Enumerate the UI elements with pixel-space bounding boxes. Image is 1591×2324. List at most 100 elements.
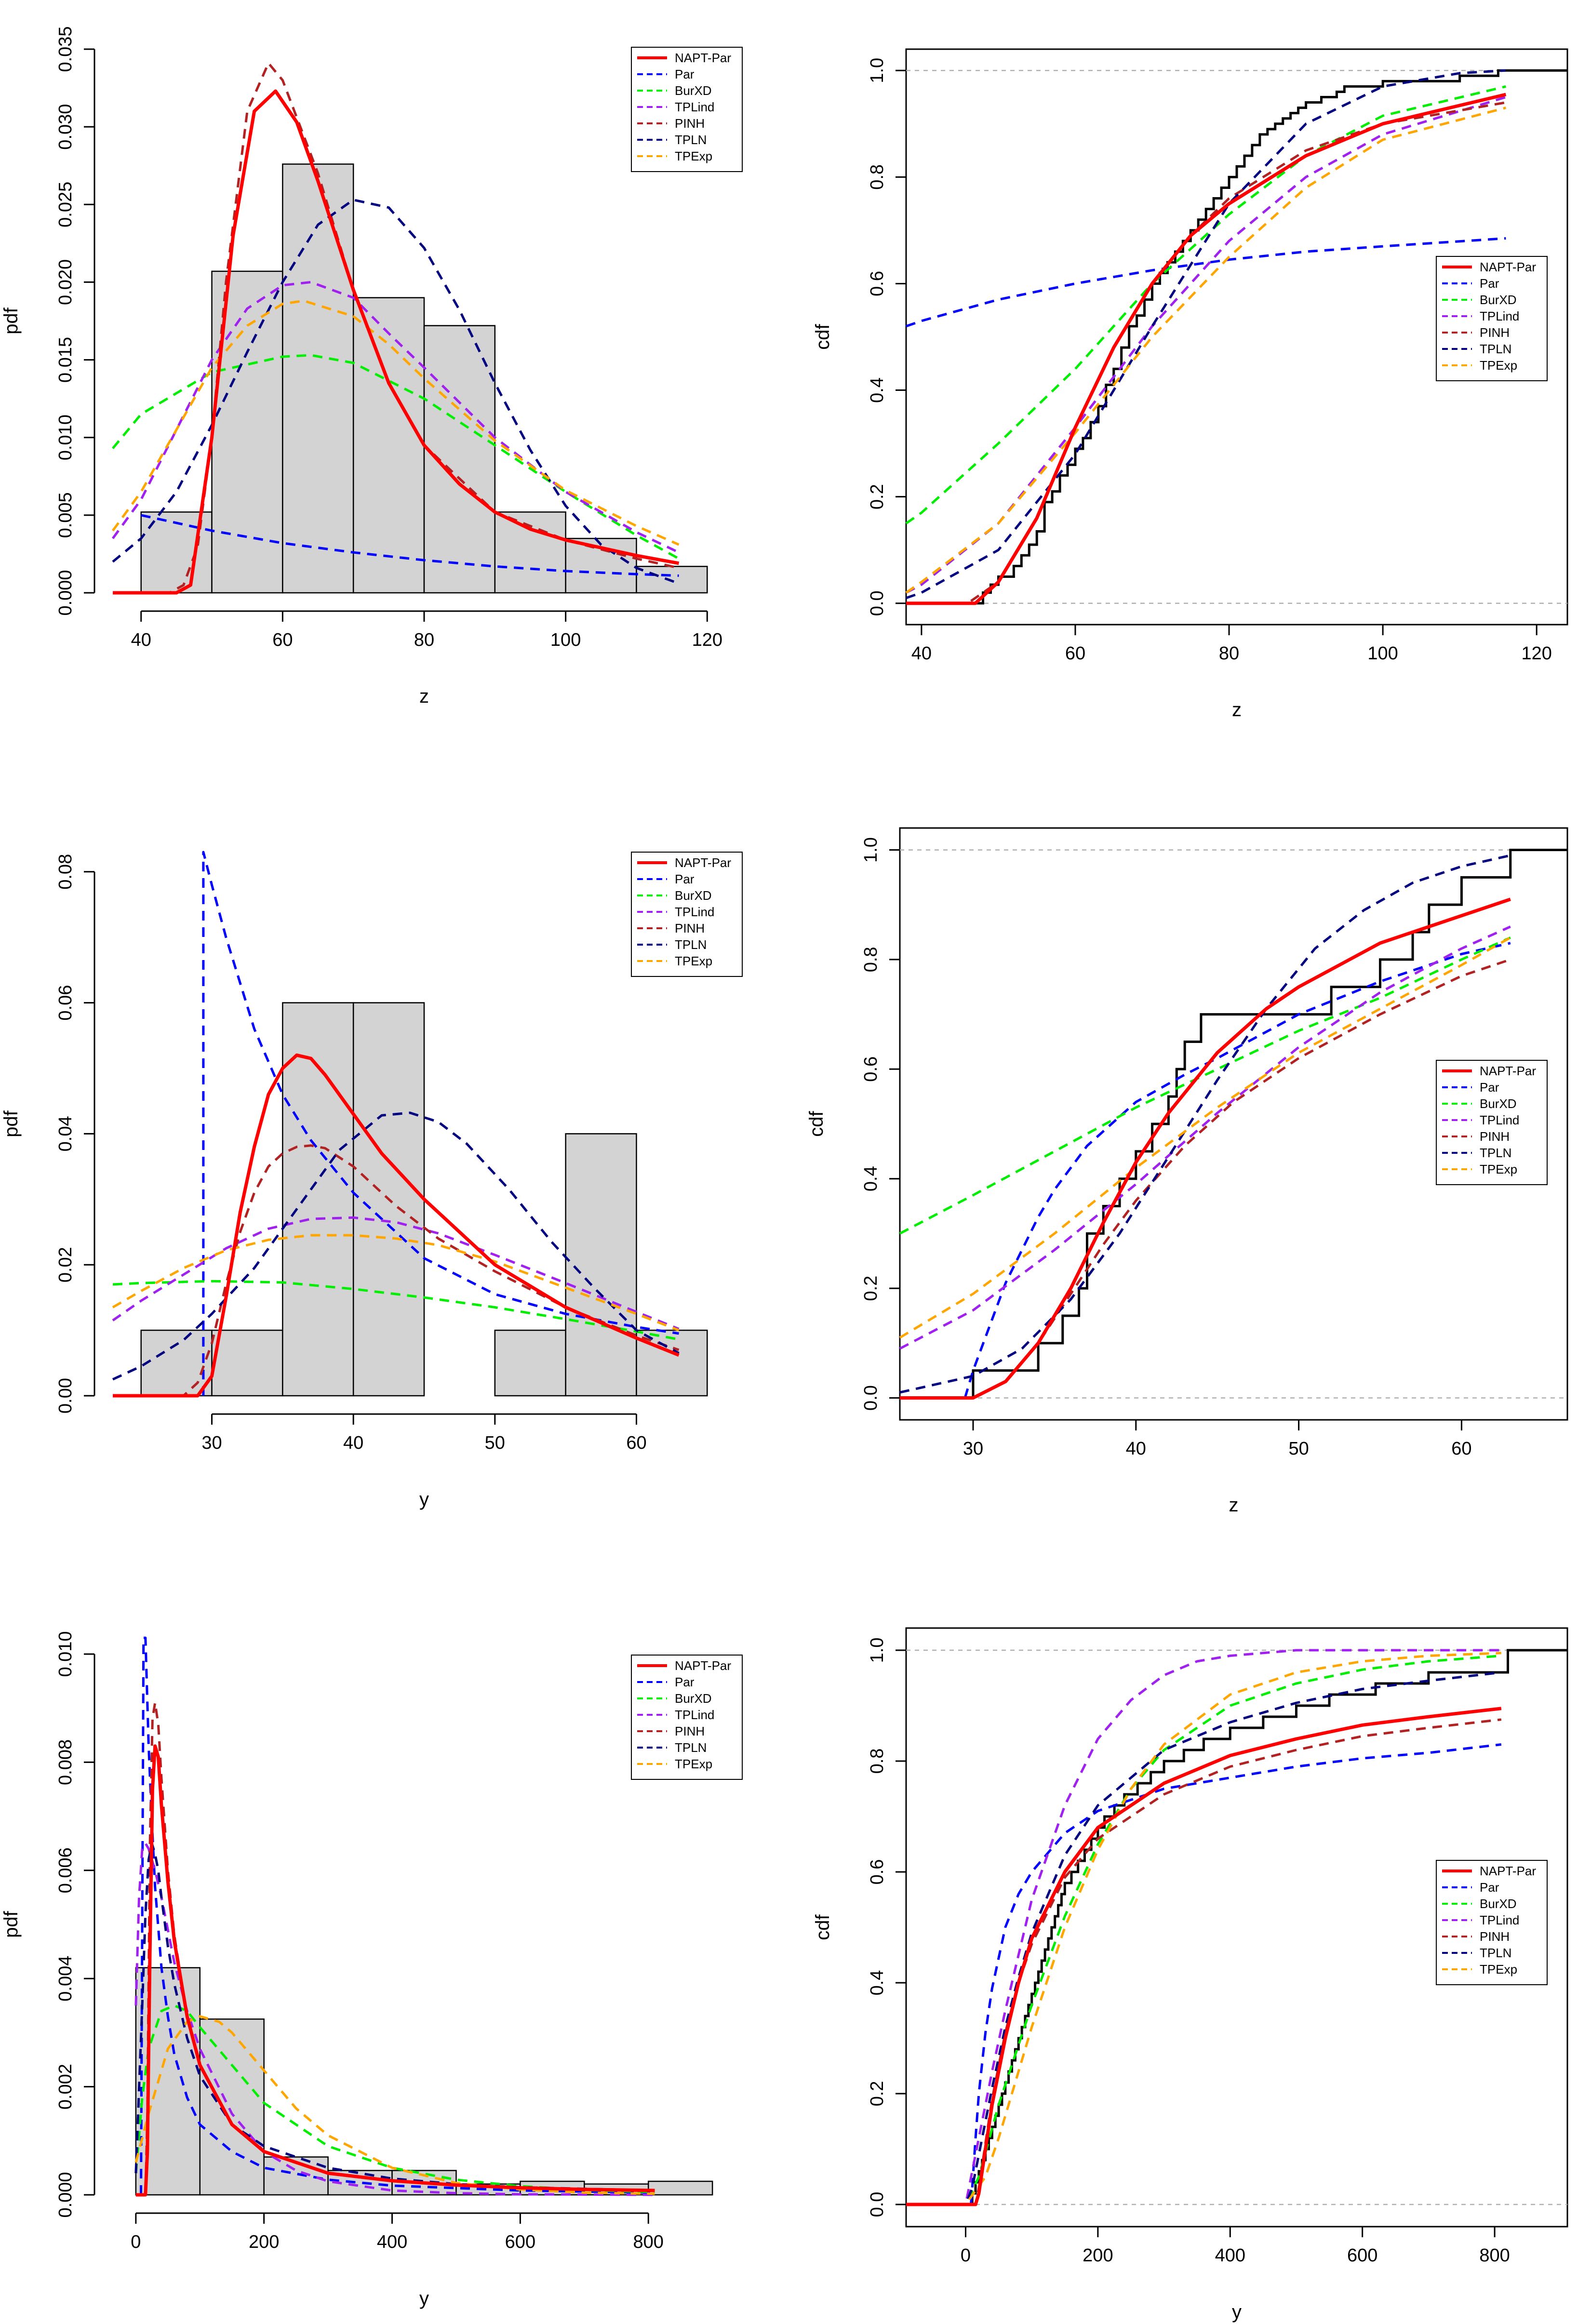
curve-tpexp	[899, 936, 1511, 1339]
y-tick-label: 0.2	[867, 484, 887, 509]
y-axis-title: pdf	[0, 1110, 22, 1137]
curve-tpln	[112, 1111, 680, 1381]
legend-label: NAPT-Par	[675, 51, 731, 65]
y-tick-label: 0.08	[55, 854, 76, 890]
histogram-bar	[647, 2180, 713, 2196]
y-tick-label: 0.0	[867, 2192, 887, 2217]
x-tick-label: 80	[1219, 643, 1239, 664]
legend-label: TPLN	[1480, 1946, 1511, 1960]
legend-label: Par	[675, 1675, 695, 1689]
curve-pinh	[900, 958, 1511, 1399]
y-axis-title: cdf	[812, 1914, 833, 1940]
legend-label: TPLN	[1480, 1146, 1511, 1160]
legend-label: NAPT-Par	[1480, 260, 1536, 274]
curve-napt-par	[906, 1707, 1502, 2206]
x-tick-label: 30	[201, 1433, 222, 1453]
histogram-bar	[352, 297, 425, 594]
legend-label: NAPT-Par	[1480, 1864, 1536, 1878]
x-tick-label: 40	[131, 630, 151, 650]
legend: NAPT-Par Par BurXD TPLind PINH TPLN TPExp	[631, 1655, 743, 1780]
curve-burxd	[134, 2004, 655, 2193]
x-tick-label: 400	[1215, 2245, 1245, 2266]
legend-label: BurXD	[1480, 293, 1517, 307]
legend-label: PINH	[675, 1724, 705, 1738]
y-tick-label: 0.8	[867, 1749, 887, 1774]
y-tick-label: 0.030	[55, 104, 76, 150]
x-axis-title: y	[419, 2288, 429, 2309]
curve-tpexp	[111, 299, 680, 546]
legend-label: BurXD	[1480, 1096, 1517, 1111]
histogram-bar	[494, 1329, 566, 1397]
histogram-bar	[211, 1329, 283, 1397]
curve-tplind	[905, 96, 1507, 594]
x-tick-label: 30	[963, 1439, 983, 1459]
x-tick-label: 200	[249, 2232, 279, 2252]
y-tick-label: 1.0	[861, 837, 881, 863]
curve-tpexp	[906, 1652, 1501, 2206]
curve-burxd	[905, 85, 1506, 524]
legend-label: TPExp	[1480, 358, 1517, 373]
x-tick-label: 100	[550, 630, 581, 650]
legend: NAPT-Par Par BurXD TPLind PINH TPLN TPExp	[1436, 256, 1548, 381]
x-tick-label: 80	[414, 630, 434, 650]
y-axis-title: cdf	[812, 323, 833, 349]
y-tick-label: 0.004	[55, 1956, 76, 2002]
y-tick-label: 0.010	[55, 414, 76, 460]
y-tick-label: 0.04	[55, 1116, 76, 1151]
legend-label: BurXD	[675, 83, 712, 98]
legend-box	[631, 47, 743, 172]
histogram-bar	[565, 1133, 637, 1397]
legend-label: PINH	[675, 116, 705, 131]
histogram-bar	[494, 511, 566, 594]
curve-tplind	[906, 1649, 1501, 2206]
y-axis-title: pdf	[0, 1910, 22, 1937]
legend-label: TPLind	[675, 100, 714, 114]
curve-tplind	[899, 925, 1511, 1350]
histogram-bar	[140, 1329, 213, 1397]
legend-label: TPLind	[1480, 309, 1519, 323]
legend-label: TPLN	[1480, 342, 1511, 356]
y-tick-label: 0.6	[867, 271, 887, 296]
plot-frame	[905, 48, 1568, 626]
curve-napt-par	[113, 1053, 680, 1398]
y-tick-label: 0.025	[55, 182, 76, 227]
y-tick-label: 0.035	[55, 26, 76, 72]
y-tick-label: 0.8	[861, 947, 881, 972]
curve-tpln	[112, 199, 680, 585]
legend-label: BurXD	[675, 1691, 712, 1706]
curve-tpexp	[905, 107, 1507, 594]
legend-label: TPExp	[675, 1757, 712, 1771]
curve-napt-par	[900, 897, 1511, 1400]
curve-tpexp	[134, 2015, 655, 2195]
legend-label: Par	[1480, 1880, 1499, 1895]
x-tick-label: 50	[485, 1433, 505, 1453]
legend-label: Par	[675, 67, 695, 81]
y-tick-label: 0.2	[861, 1276, 881, 1301]
x-tick-label: 400	[377, 2232, 407, 2252]
curve-tpln	[134, 1842, 655, 2192]
y-tick-label: 0.6	[867, 1859, 887, 1885]
y-tick-label: 0.006	[55, 1847, 76, 1893]
curve-tpln	[899, 854, 1511, 1394]
histogram-bar	[199, 2018, 265, 2196]
legend-label: PINH	[1480, 325, 1510, 340]
x-tick-label: 600	[1347, 2245, 1377, 2266]
x-axis-title: z	[1229, 1495, 1239, 1516]
y-tick-label: 0.4	[861, 1166, 881, 1191]
legend-label: TPLN	[675, 1740, 707, 1755]
y-tick-label: 0.4	[867, 1970, 887, 1996]
x-tick-label: 120	[1521, 643, 1551, 664]
y-tick-label: 0.8	[867, 164, 887, 190]
histogram-bar	[282, 163, 354, 594]
x-tick-label: 200	[1083, 2245, 1113, 2266]
histogram-bar	[636, 565, 708, 594]
curve-par	[202, 851, 679, 1396]
x-tick-label: 60	[626, 1433, 646, 1453]
y-tick-label: 0.008	[55, 1739, 76, 1785]
legend-label: PINH	[1480, 1129, 1510, 1144]
y-tick-label: 0.6	[861, 1056, 881, 1082]
panel-cdf-2: 30 40 50 60 z 0.0 0.2 0.4 0.6 0.8 1.0 cdf NAPT-Par Pa…	[806, 827, 1568, 1516]
legend-box	[1436, 1060, 1548, 1185]
y-tick-label: 0.0	[861, 1385, 881, 1411]
plot-frame	[905, 1627, 1568, 2228]
